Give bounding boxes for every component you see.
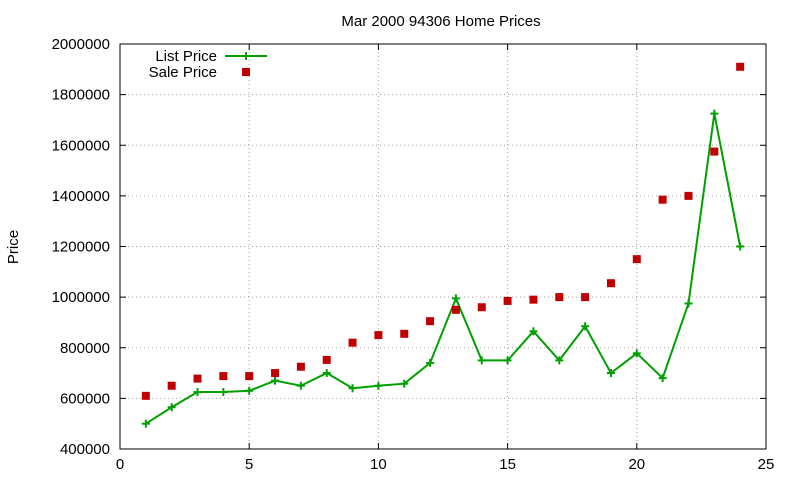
- data-point: [348, 384, 357, 393]
- data-point: [606, 369, 615, 378]
- x-tick-label: 20: [628, 456, 645, 473]
- data-point: [322, 355, 331, 364]
- data-point: [632, 349, 641, 358]
- axes: 0 5 10 15 20 25 400000 600000 800000 1000000 12000…: [52, 36, 775, 473]
- y-axis-label: Price: [5, 230, 22, 264]
- data-point: [710, 109, 719, 118]
- data-point: [193, 388, 202, 397]
- legend-marker: [242, 68, 250, 76]
- series-line: [145, 113, 742, 425]
- chart-title: Mar 2000 94306 Home Prices: [341, 13, 540, 30]
- data-point: [374, 381, 383, 390]
- x-tick-label: 0: [116, 456, 124, 473]
- data-point: [219, 388, 228, 397]
- data-point: [684, 299, 693, 308]
- legend-label: Sale Price: [149, 64, 217, 81]
- data-point: [296, 381, 305, 390]
- data-point: [374, 331, 383, 340]
- data-point: [245, 386, 254, 395]
- data-point: [684, 191, 693, 200]
- x-tick-label: 25: [758, 456, 775, 473]
- data-point: [219, 372, 228, 381]
- x-tick-label: 10: [370, 456, 387, 473]
- data-point: [271, 376, 280, 385]
- data-point: [529, 295, 538, 304]
- data-point: [736, 62, 745, 71]
- data-point: [348, 338, 357, 347]
- data-point: [581, 322, 590, 331]
- series-sale-price: [141, 62, 745, 400]
- data-point: [451, 294, 460, 303]
- plot-series: [141, 62, 745, 428]
- grid: [120, 44, 766, 449]
- data-point: [296, 362, 305, 371]
- y-tick-label: 1000000: [52, 289, 110, 306]
- data-point: [658, 374, 667, 383]
- y-tick-label: 2000000: [52, 36, 110, 53]
- data-point: [271, 369, 280, 378]
- data-point: [503, 296, 512, 305]
- data-point: [658, 195, 667, 204]
- legend-entry: Sale Price: [149, 64, 250, 81]
- series-list-price: [141, 109, 745, 428]
- data-point: [606, 279, 615, 288]
- data-point: [503, 356, 512, 365]
- data-point: [400, 379, 409, 388]
- data-point: [167, 381, 176, 390]
- y-tick-label: 1200000: [52, 239, 110, 256]
- data-point: [581, 293, 590, 302]
- data-point: [555, 293, 564, 302]
- data-point: [632, 255, 641, 264]
- data-point: [193, 374, 202, 383]
- y-tick-label: 800000: [60, 340, 110, 357]
- x-tick-label: 15: [499, 456, 516, 473]
- data-point: [736, 242, 745, 251]
- legend-entry: List Price: [155, 48, 267, 65]
- data-point: [167, 403, 176, 412]
- x-tick-label: 5: [245, 456, 253, 473]
- data-point: [322, 369, 331, 378]
- data-point: [400, 329, 409, 338]
- y-tick-label: 1400000: [52, 188, 110, 205]
- data-point: [477, 303, 486, 312]
- data-point: [451, 305, 460, 314]
- y-tick-label: 1600000: [52, 137, 110, 154]
- data-point: [555, 356, 564, 365]
- legend-label: List Price: [155, 48, 217, 65]
- data-point: [426, 317, 435, 326]
- data-point: [477, 356, 486, 365]
- y-tick-label: 600000: [60, 390, 110, 407]
- data-point: [141, 391, 150, 400]
- data-point: [710, 147, 719, 156]
- y-tick-label: 400000: [60, 441, 110, 458]
- legend-marker: [242, 52, 250, 60]
- data-point: [245, 372, 254, 381]
- data-point: [426, 358, 435, 367]
- data-point: [529, 327, 538, 336]
- data-point: [141, 419, 150, 428]
- y-tick-label: 1800000: [52, 87, 110, 104]
